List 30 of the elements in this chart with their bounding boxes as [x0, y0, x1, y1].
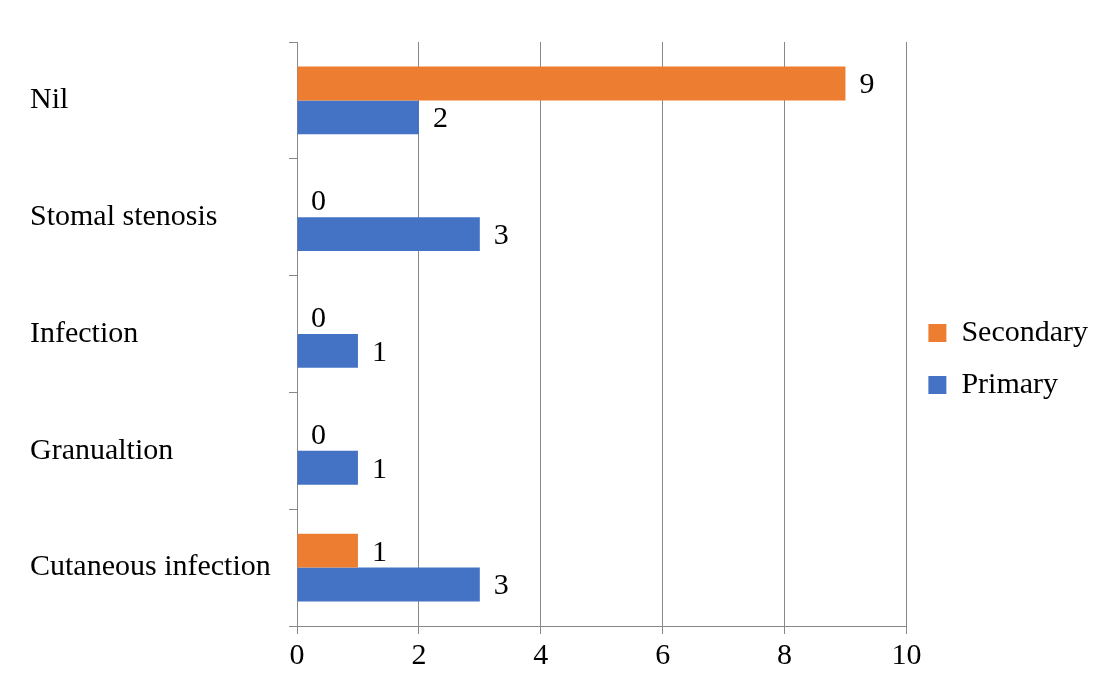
data-label: 1: [371, 333, 387, 367]
bar: [297, 450, 358, 485]
x-tick-label: 0: [289, 636, 305, 670]
bar: [297, 66, 846, 101]
y-tick-label: Cutaneous infection: [30, 548, 271, 582]
bar: [297, 533, 358, 568]
x-tick-label: 2: [411, 636, 427, 670]
x-tick-label: 6: [655, 636, 671, 670]
x-tick-label: 8: [777, 636, 792, 670]
x-tick-label: 10: [891, 636, 922, 670]
data-label: 0: [311, 183, 326, 217]
data-label: 1: [371, 533, 387, 567]
data-label: 0: [311, 299, 326, 333]
bar: [297, 100, 419, 135]
bar: [297, 567, 480, 602]
bar: [297, 217, 480, 252]
y-tick-label: Granualtion: [30, 431, 174, 465]
data-label: 3: [493, 217, 509, 251]
legend-label: Secondary: [961, 313, 1088, 347]
data-label: 0: [311, 416, 326, 450]
data-label: 9: [859, 66, 875, 100]
y-tick-label: Infection: [30, 314, 139, 348]
x-tick-label: 4: [533, 636, 549, 670]
data-label: 2: [432, 100, 448, 134]
bar: [297, 334, 358, 368]
y-tick-label: Nil: [30, 81, 69, 115]
data-label: 1: [371, 450, 387, 484]
data-label: 3: [493, 567, 509, 601]
y-tick-label: Stomal stenosis: [30, 198, 218, 232]
legend-label: Primary: [961, 365, 1059, 399]
